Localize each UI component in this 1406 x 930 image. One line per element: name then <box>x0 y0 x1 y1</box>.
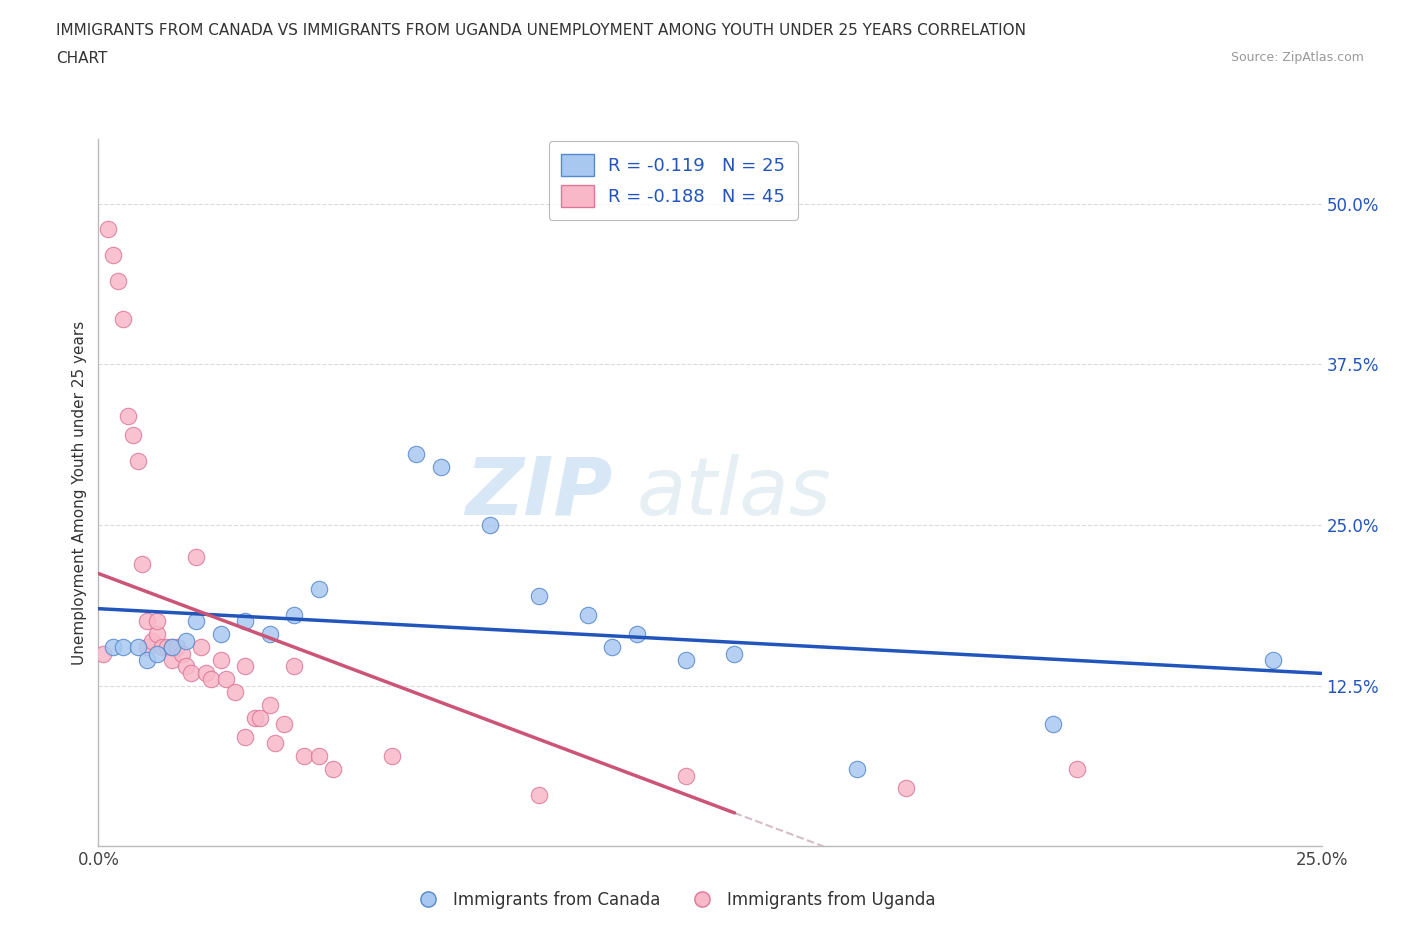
Point <box>160 640 183 655</box>
Point <box>214 671 236 686</box>
Point <box>675 653 697 668</box>
Point <box>101 640 124 655</box>
Point <box>233 730 256 745</box>
Y-axis label: Unemployment Among Youth under 25 years: Unemployment Among Youth under 25 years <box>72 321 87 665</box>
Point <box>259 698 281 712</box>
Point <box>156 640 179 655</box>
Point <box>527 589 550 604</box>
Text: ZIP: ZIP <box>465 454 612 532</box>
Point <box>283 659 305 674</box>
Point <box>91 646 114 661</box>
Point <box>136 653 159 668</box>
Point <box>166 640 188 655</box>
Point <box>136 614 159 629</box>
Point <box>308 749 330 764</box>
Point <box>263 736 285 751</box>
Legend: Immigrants from Canada, Immigrants from Uganda: Immigrants from Canada, Immigrants from … <box>405 884 942 916</box>
Point <box>186 550 208 565</box>
Point <box>160 653 183 668</box>
Point <box>292 749 315 764</box>
Point <box>195 665 218 680</box>
Point <box>176 633 198 648</box>
Point <box>127 453 149 468</box>
Point <box>190 640 212 655</box>
Point <box>146 614 169 629</box>
Point <box>170 646 193 661</box>
Point <box>576 607 599 622</box>
Point <box>322 762 344 777</box>
Point <box>146 646 169 661</box>
Point <box>209 627 232 642</box>
Point <box>146 627 169 642</box>
Point <box>405 447 427 462</box>
Text: IMMIGRANTS FROM CANADA VS IMMIGRANTS FROM UGANDA UNEMPLOYMENT AMONG YOUTH UNDER : IMMIGRANTS FROM CANADA VS IMMIGRANTS FRO… <box>56 23 1026 38</box>
Point <box>478 518 501 533</box>
Point <box>101 247 124 262</box>
Point <box>675 768 697 783</box>
Point <box>131 556 153 571</box>
Point <box>233 659 256 674</box>
Point <box>111 640 134 655</box>
Point <box>1066 762 1088 777</box>
Point <box>224 684 246 699</box>
Point <box>127 640 149 655</box>
Point <box>150 640 173 655</box>
Point <box>117 408 139 423</box>
Point <box>233 614 256 629</box>
Point <box>845 762 868 777</box>
Point <box>626 627 648 642</box>
Point <box>723 646 745 661</box>
Point <box>527 788 550 803</box>
Point <box>1042 717 1064 732</box>
Text: CHART: CHART <box>56 51 108 66</box>
Text: atlas: atlas <box>637 454 831 532</box>
Point <box>141 633 163 648</box>
Point <box>283 607 305 622</box>
Point <box>111 312 134 326</box>
Point <box>381 749 404 764</box>
Point <box>243 711 266 725</box>
Point <box>273 717 295 732</box>
Text: Source: ZipAtlas.com: Source: ZipAtlas.com <box>1230 51 1364 64</box>
Point <box>186 614 208 629</box>
Point <box>136 640 159 655</box>
Point <box>107 273 129 288</box>
Point <box>249 711 271 725</box>
Point <box>430 459 453 474</box>
Point <box>200 671 222 686</box>
Point <box>180 665 202 680</box>
Point <box>97 222 120 237</box>
Point <box>308 582 330 597</box>
Point <box>160 640 183 655</box>
Point <box>259 627 281 642</box>
Point <box>600 640 623 655</box>
Point <box>176 659 198 674</box>
Point <box>1261 653 1284 668</box>
Point <box>209 653 232 668</box>
Point <box>894 781 917 796</box>
Point <box>121 428 143 443</box>
